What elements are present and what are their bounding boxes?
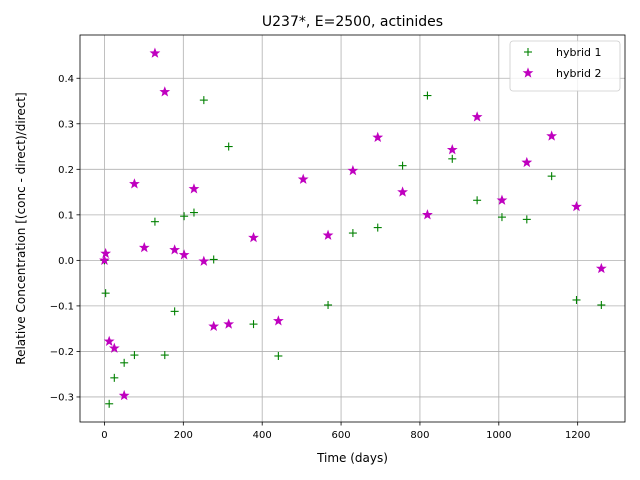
data-point [571, 200, 582, 212]
data-point [473, 196, 482, 205]
series-1 [100, 91, 606, 408]
data-point [108, 342, 120, 353]
data-point [347, 165, 359, 176]
data-point [223, 318, 235, 329]
data-point [149, 47, 161, 58]
data-point [446, 144, 458, 155]
data-point [188, 183, 200, 194]
data-point [496, 194, 508, 205]
legend-marker [524, 48, 532, 56]
data-point [595, 262, 607, 274]
data-point [101, 289, 110, 298]
x-tick-label: 200 [174, 430, 193, 441]
data-point [99, 254, 110, 265]
data-point [120, 358, 129, 367]
data-point [448, 154, 457, 163]
data-point [169, 244, 181, 255]
data-point [198, 255, 210, 266]
x-tick-label: 1000 [486, 430, 511, 441]
legend-label: hybrid 1 [556, 46, 602, 59]
grid [80, 35, 625, 422]
data-point [272, 315, 284, 326]
data-point [373, 223, 382, 232]
x-tick-label: 0 [101, 430, 107, 441]
data-point [497, 213, 506, 222]
y-tick-label: 0.3 [58, 119, 74, 130]
y-tick-label: 0.0 [58, 256, 74, 267]
data-point [180, 212, 189, 221]
data-point [372, 131, 384, 143]
x-tick-label: 600 [332, 430, 351, 441]
data-point [160, 351, 169, 360]
chart-title: U237*, E=2500, actinides [262, 14, 443, 30]
data-point [130, 351, 139, 360]
data-point [209, 255, 218, 264]
data-point [110, 373, 119, 382]
data-point [422, 209, 433, 220]
data-point [546, 130, 558, 141]
axis-ticks: 0 200 400 600 800 1000 1200 −0.3 −0.2 −0.1 0.0 0.1 0… [50, 74, 591, 441]
y-tick-label: −0.3 [50, 392, 74, 403]
data-point [150, 217, 159, 226]
data-point [423, 91, 432, 100]
y-tick-label: 0.2 [58, 165, 74, 176]
data-point [105, 399, 114, 408]
data-point [274, 351, 283, 360]
y-tick-label: −0.1 [50, 301, 74, 312]
data-point [208, 320, 220, 331]
x-tick-label: 400 [253, 430, 272, 441]
data-point [572, 295, 581, 304]
data-point [297, 173, 309, 184]
data-point [522, 215, 531, 224]
data-point [597, 300, 606, 309]
data-point [398, 161, 407, 170]
data-point [138, 241, 150, 253]
data-point [224, 142, 233, 151]
data-point [248, 231, 259, 243]
y-tick-label: 0.1 [58, 210, 74, 221]
legend-marker [522, 67, 534, 78]
data-point [103, 335, 115, 347]
legend-box [509, 40, 621, 92]
data-point [547, 172, 556, 181]
data-point [324, 300, 333, 309]
data-point [159, 86, 171, 97]
data-point [129, 178, 140, 189]
y-tick-label: 0.4 [58, 74, 74, 85]
y-tick-label: −0.2 [50, 347, 74, 358]
plot-frame [79, 34, 626, 423]
data-point [118, 389, 130, 401]
data-point [249, 320, 258, 329]
data-point [348, 229, 357, 238]
data-point [189, 208, 198, 217]
series-2 [99, 47, 607, 401]
x-axis-label: Time (days) [316, 451, 388, 465]
y-axis-label: Relative Concentration [(conc - direct)/… [14, 92, 28, 364]
data-point [521, 156, 533, 168]
data-point [199, 96, 208, 105]
x-tick-label: 1200 [565, 430, 590, 441]
data-point [100, 247, 112, 259]
data-point [322, 229, 334, 240]
data-point [170, 307, 179, 316]
data-point [178, 249, 190, 260]
data-point [471, 111, 483, 122]
x-tick-label: 800 [410, 430, 429, 441]
data-point [397, 186, 408, 197]
legend-label: hybrid 2 [556, 67, 602, 80]
data-points [99, 47, 607, 408]
legend: hybrid 1 hybrid 2 [509, 40, 621, 92]
